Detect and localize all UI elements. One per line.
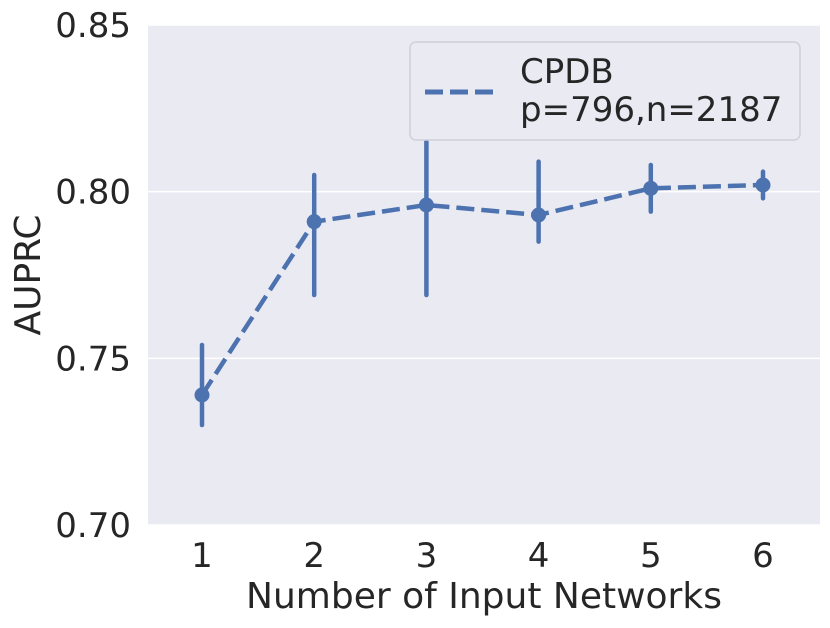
y-tick-label: 0.80	[55, 173, 131, 213]
x-tick-labels: 1 2 3 4 5 6	[191, 536, 774, 576]
y-axis-label: AUPRC	[8, 214, 49, 335]
series-line	[200, 182, 764, 397]
legend-label-cpdb-line2: p=796,n=2187	[520, 90, 782, 130]
y-tick-labels: 0.70 0.75 0.80 0.85	[55, 6, 131, 546]
x-axis-label: Number of Input Networks	[246, 576, 722, 617]
data-point	[643, 180, 659, 196]
data-point	[531, 207, 547, 223]
x-tick-label: 6	[752, 536, 774, 576]
series-layer	[194, 139, 771, 428]
x-tick-label: 3	[416, 536, 438, 576]
y-tick-label: 0.70	[55, 506, 131, 546]
data-point	[755, 177, 771, 193]
gridlines	[148, 24, 820, 526]
y-tick-label: 0.85	[55, 6, 131, 46]
legend-box	[409, 41, 801, 141]
data-point	[306, 214, 322, 230]
legend-label-cpdb: CPDB	[520, 52, 614, 92]
x-tick-label: 2	[303, 536, 325, 576]
x-tick-label: 1	[191, 536, 213, 576]
data-point	[418, 197, 434, 213]
legend: CPDB p=796,n=2187	[409, 41, 801, 141]
x-tick-label: 5	[640, 536, 662, 576]
series-0	[194, 139, 771, 428]
x-tick-label: 4	[528, 536, 550, 576]
data-point	[194, 387, 210, 403]
y-tick-label: 0.75	[55, 339, 131, 379]
